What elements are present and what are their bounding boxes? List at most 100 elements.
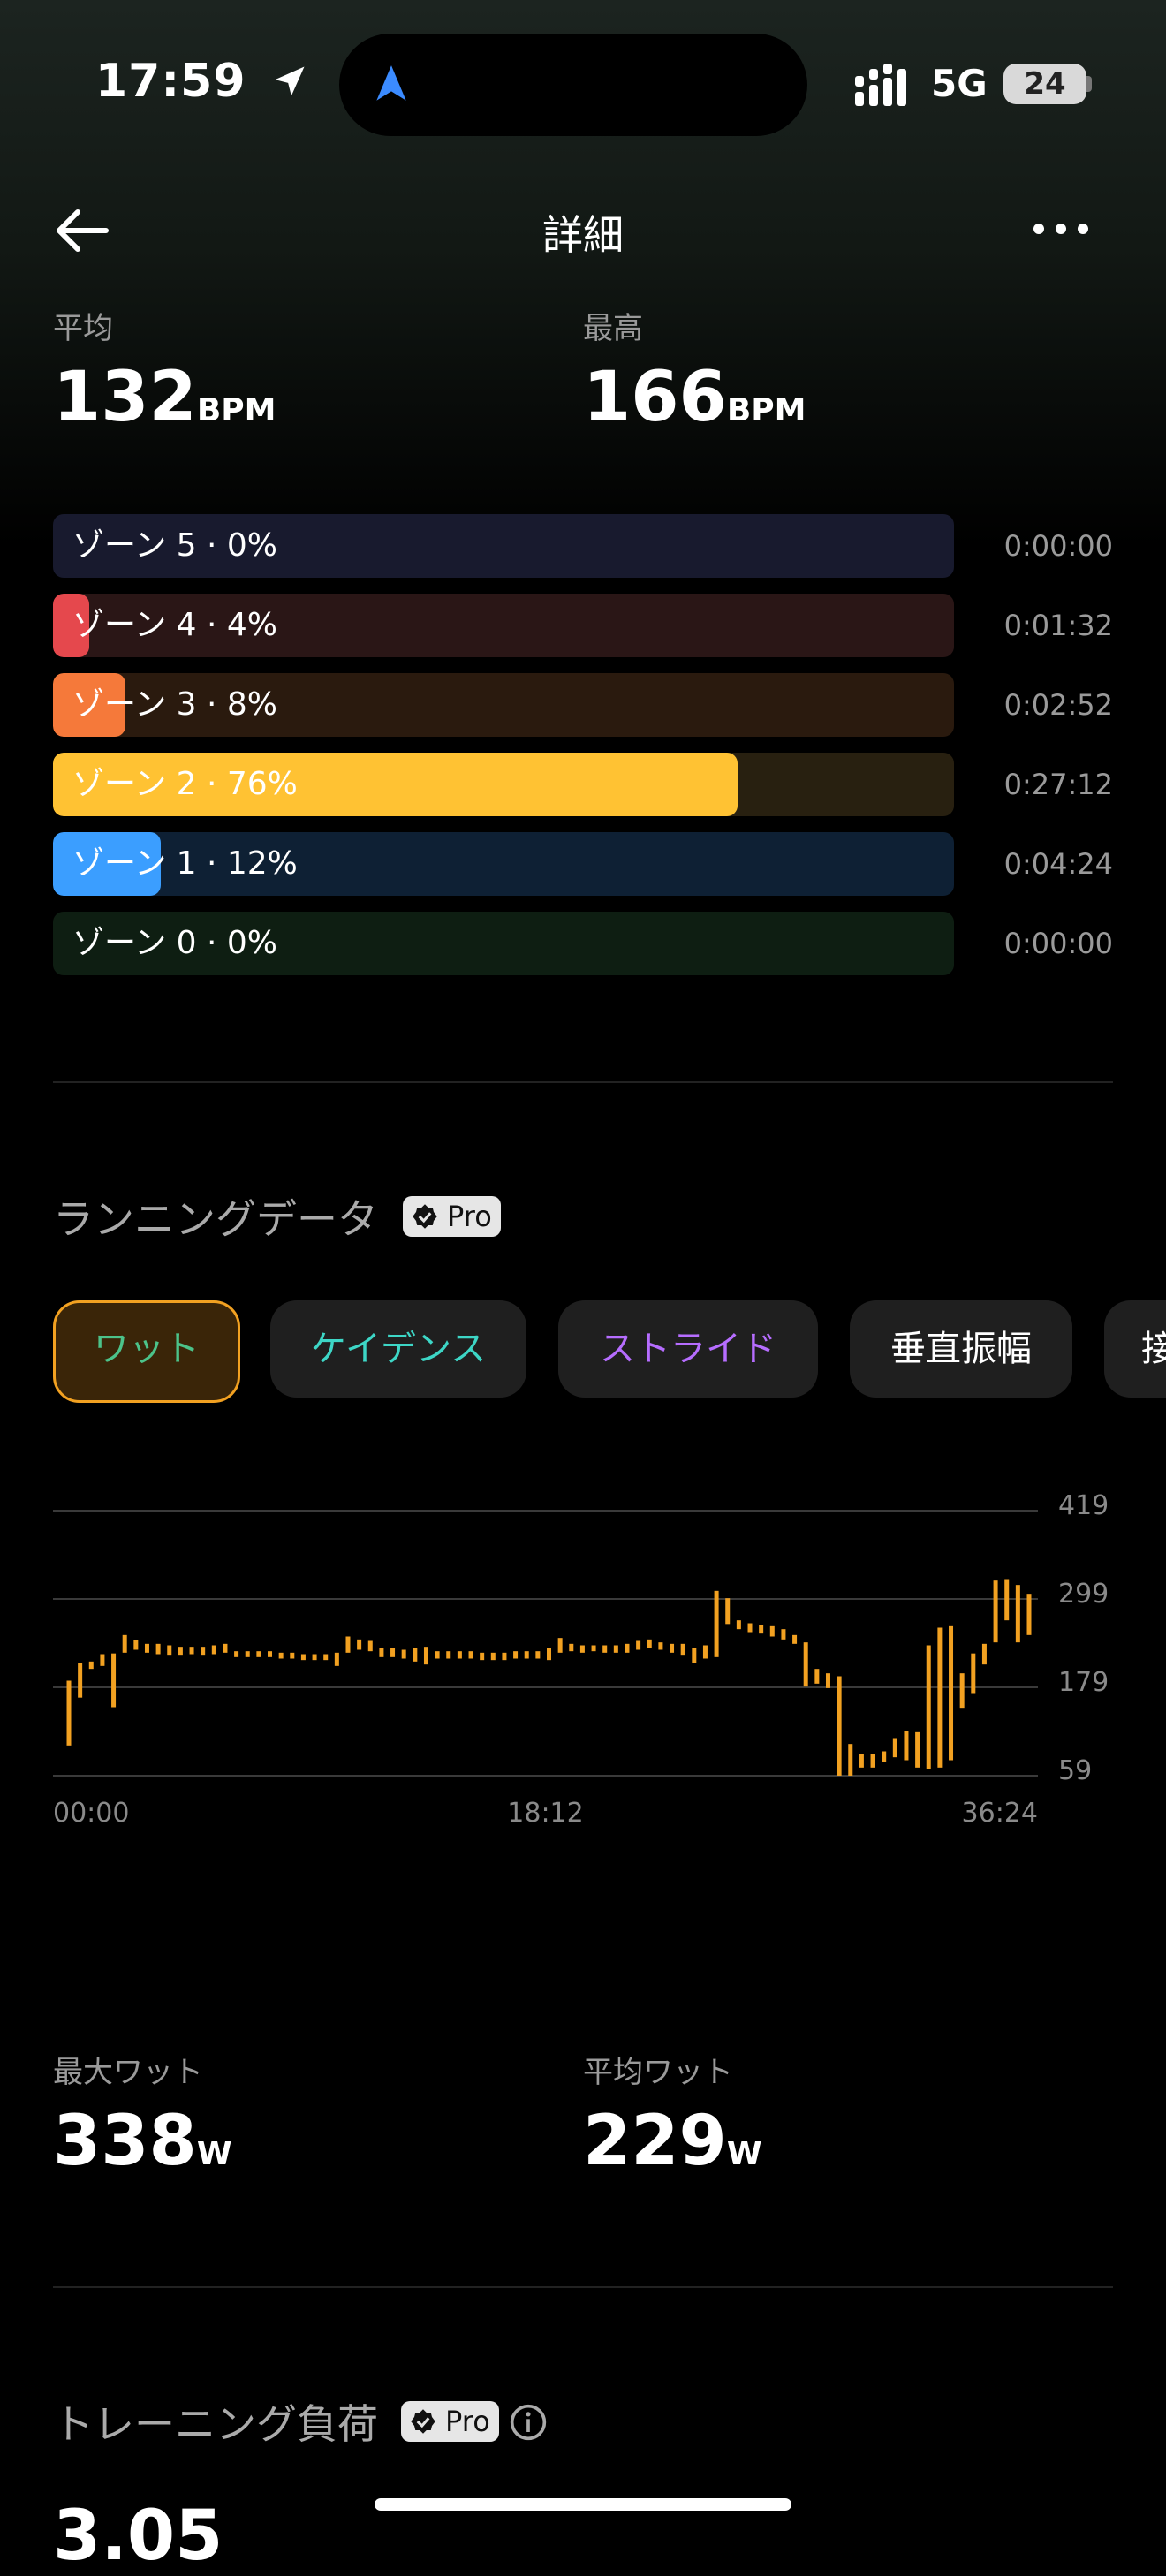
avg-watt-number: 229: [583, 2102, 727, 2181]
watt-bar: [435, 1651, 440, 1659]
avg-unit: BPM: [196, 392, 276, 428]
max-watt: 最大ワット 338W: [53, 2048, 232, 2176]
watt-bar: [480, 1652, 485, 1661]
watt-bar: [1026, 1594, 1032, 1635]
watt-bar: [234, 1651, 239, 1657]
y-tick-label: 179: [1058, 1667, 1109, 1698]
zone-time: 0:27:12: [1003, 768, 1113, 801]
zone-track: [53, 514, 954, 578]
watt-bar: [814, 1669, 820, 1684]
chip-vertical-oscillation[interactable]: 垂直振幅: [850, 1300, 1072, 1398]
watt-bar: [692, 1648, 697, 1663]
watt-bar: [859, 1754, 864, 1768]
pro-badge: Pro: [403, 1196, 501, 1237]
watt-bar: [502, 1652, 507, 1661]
zone-row-2: ゾーン 2 · 76% 0:27:12: [53, 753, 1113, 816]
watt-bar: [268, 1651, 273, 1657]
max-watt-value: 338W: [53, 2107, 232, 2176]
watt-bar: [591, 1645, 596, 1652]
dynamic-island: [339, 34, 807, 136]
watt-bar: [88, 1661, 94, 1670]
watt-bar: [547, 1648, 551, 1661]
watt-bar: [937, 1627, 943, 1768]
y-tick-label: 419: [1058, 1490, 1109, 1521]
zone-track: [53, 673, 954, 737]
watt-bar: [245, 1651, 250, 1657]
zone-row-0: ゾーン 0 · 0% 0:00:00: [53, 912, 1113, 975]
zone-label: ゾーン 4 · 4%: [72, 607, 277, 643]
more-options-icon[interactable]: [1030, 207, 1092, 251]
watt-bar: [513, 1651, 519, 1659]
zone-fill: [53, 673, 125, 737]
watt-bar: [401, 1649, 406, 1659]
watt-bar: [736, 1620, 741, 1630]
watt-bar: [189, 1647, 194, 1655]
max-number: 166: [583, 358, 727, 437]
watt-bar: [882, 1751, 887, 1762]
max-heart-rate: 最高 166BPM: [583, 304, 806, 432]
watt-bar: [390, 1648, 396, 1657]
zone-track: [53, 832, 954, 896]
network-type: 5G: [931, 62, 988, 105]
zone-label: ゾーン 2 · 76%: [72, 766, 298, 802]
zone-fill: [53, 594, 89, 657]
watt-bar: [759, 1625, 764, 1634]
watt-bar: [468, 1651, 473, 1659]
chip-cadence[interactable]: ケイデンス: [270, 1300, 526, 1398]
page-title: 詳細: [542, 211, 624, 259]
status-bar: 17:59 5G 24: [0, 0, 1166, 168]
watt-bar: [66, 1680, 72, 1746]
watt-bar: [680, 1643, 685, 1656]
watt-bar: [111, 1653, 117, 1708]
watt-bar: [904, 1731, 909, 1761]
watt-bar: [278, 1652, 284, 1659]
watt-bar: [78, 1663, 83, 1698]
zone-row-1: ゾーン 1 · 12% 0:04:24: [53, 832, 1113, 896]
watt-bar: [490, 1652, 496, 1661]
watt-bar: [144, 1643, 149, 1653]
battery-icon: 24: [1003, 64, 1086, 104]
watt-bar: [100, 1654, 105, 1666]
divider: [53, 1081, 1113, 1083]
watt-bar: [167, 1645, 172, 1656]
pro-label: Pro: [447, 1200, 492, 1233]
watt-bar: [1015, 1585, 1020, 1643]
zone-label: ゾーン 0 · 0%: [72, 925, 277, 961]
watt-bar: [334, 1652, 339, 1666]
watt-bar: [870, 1754, 875, 1768]
pro-label: Pro: [445, 2405, 490, 2438]
navigation-bar: 詳細: [0, 168, 1166, 292]
watt-bar: [256, 1651, 261, 1657]
avg-heart-rate: 平均 132BPM: [53, 304, 276, 432]
home-indicator: [375, 2498, 791, 2511]
watt-bar: [300, 1654, 306, 1661]
back-arrow-icon[interactable]: [51, 200, 113, 261]
chip-label: 垂直振幅: [890, 1329, 1032, 1369]
info-icon[interactable]: [509, 2403, 548, 2442]
watt-bar: [702, 1645, 708, 1659]
avg-watt-value: 229W: [583, 2107, 762, 2176]
avg-number: 132: [53, 358, 197, 437]
watt-bar: [457, 1651, 462, 1659]
status-time: 17:59: [95, 55, 246, 108]
zone-track: [53, 594, 954, 657]
watt-bar: [670, 1643, 675, 1653]
watt-bar: [312, 1654, 317, 1661]
watt-bar: [413, 1648, 418, 1662]
chip-ground-contact[interactable]: 接: [1104, 1300, 1166, 1398]
watt-bar: [345, 1636, 351, 1653]
watt-bar: [178, 1647, 183, 1656]
watt-bar: [647, 1639, 652, 1648]
zone-label: ゾーン 1 · 12%: [72, 845, 298, 882]
chip-watt[interactable]: ワット: [53, 1300, 240, 1403]
chip-stride[interactable]: ストライド: [558, 1300, 818, 1398]
watt-bar: [971, 1653, 976, 1694]
zone-time: 0:00:00: [1003, 927, 1113, 960]
pro-badge: Pro: [401, 2401, 499, 2442]
zone-time: 0:01:32: [1003, 609, 1113, 642]
avg-watt-unit: W: [726, 2136, 762, 2172]
max-watt-number: 338: [53, 2102, 197, 2181]
chip-label: ケイデンス: [310, 1329, 487, 1369]
watt-bar: [781, 1629, 786, 1640]
watt-bar: [211, 1645, 216, 1655]
